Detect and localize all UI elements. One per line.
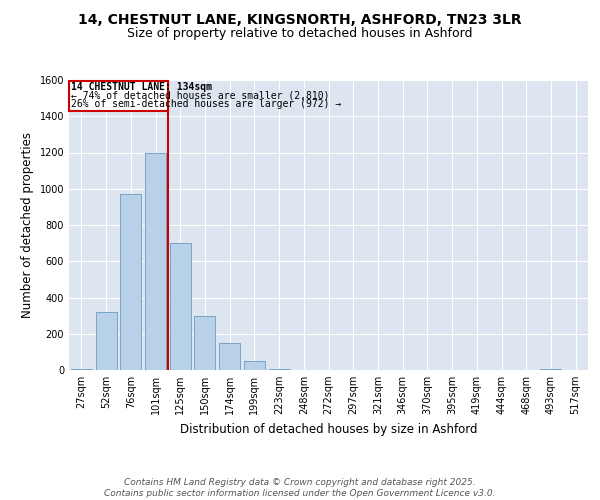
Text: Size of property relative to detached houses in Ashford: Size of property relative to detached ho… [127, 28, 473, 40]
Bar [541, 369, 562, 370]
Bar [170, 243, 191, 370]
Bar [194, 316, 215, 370]
Bar [269, 369, 290, 370]
Text: 26% of semi-detached houses are larger (972) →: 26% of semi-detached houses are larger (… [71, 100, 341, 110]
X-axis label: Distribution of detached houses by size in Ashford: Distribution of detached houses by size … [180, 422, 477, 436]
Y-axis label: Number of detached properties: Number of detached properties [21, 132, 34, 318]
Bar [145, 152, 166, 370]
Text: ← 74% of detached houses are smaller (2,810): ← 74% of detached houses are smaller (2,… [71, 91, 329, 101]
FancyBboxPatch shape [69, 81, 168, 111]
Bar [219, 343, 240, 370]
Bar [95, 312, 116, 370]
Text: 14, CHESTNUT LANE, KINGSNORTH, ASHFORD, TN23 3LR: 14, CHESTNUT LANE, KINGSNORTH, ASHFORD, … [78, 12, 522, 26]
Text: Contains HM Land Registry data © Crown copyright and database right 2025.
Contai: Contains HM Land Registry data © Crown c… [104, 478, 496, 498]
Bar [244, 361, 265, 370]
Text: 14 CHESTNUT LANE: 134sqm: 14 CHESTNUT LANE: 134sqm [71, 82, 212, 92]
Bar [120, 194, 141, 370]
Bar [71, 369, 92, 370]
